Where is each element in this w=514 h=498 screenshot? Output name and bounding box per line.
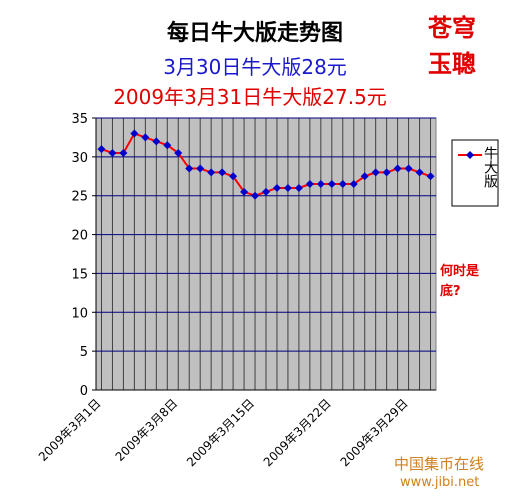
data-point bbox=[305, 180, 314, 189]
y-tick-label: 25 bbox=[71, 190, 88, 205]
chart-title: 每日牛大版走势图 bbox=[167, 20, 343, 46]
data-point bbox=[240, 187, 249, 196]
subtitle: 2009年3月31日牛大版27.5元 bbox=[113, 85, 387, 109]
data-point bbox=[207, 168, 216, 177]
data-point bbox=[141, 133, 150, 142]
y-tick-label: 5 bbox=[80, 345, 88, 360]
watermark: 中国集币在线 bbox=[394, 455, 484, 473]
data-point bbox=[185, 164, 194, 173]
y-tick-label: 20 bbox=[71, 229, 88, 244]
data-point bbox=[404, 164, 413, 173]
subtitle: 3月30日牛大版28元 bbox=[163, 55, 347, 79]
data-point bbox=[130, 129, 139, 138]
annotation: 底? bbox=[440, 283, 461, 299]
data-point bbox=[338, 180, 347, 189]
y-tick-label: 0 bbox=[80, 384, 88, 399]
y-tick-label: 35 bbox=[71, 112, 88, 127]
data-point bbox=[97, 145, 106, 154]
data-point bbox=[119, 148, 128, 157]
y-tick-label: 30 bbox=[71, 151, 88, 166]
data-point bbox=[371, 168, 380, 177]
data-point bbox=[218, 168, 227, 177]
y-tick-label: 15 bbox=[71, 267, 88, 282]
data-point bbox=[152, 137, 161, 146]
data-point bbox=[283, 183, 292, 192]
data-point bbox=[360, 172, 369, 181]
data-point bbox=[272, 183, 281, 192]
data-point bbox=[426, 172, 435, 181]
data-point bbox=[294, 183, 303, 192]
stamp: 玉聰 bbox=[428, 50, 476, 78]
data-point bbox=[393, 164, 402, 173]
data-point bbox=[196, 164, 205, 173]
x-tick-label: 2009年3月15日 bbox=[184, 396, 257, 469]
data-point bbox=[163, 141, 172, 150]
legend-marker bbox=[466, 151, 474, 159]
data-point bbox=[349, 180, 358, 189]
data-point bbox=[262, 187, 270, 196]
data-point bbox=[174, 148, 183, 157]
data-point bbox=[316, 180, 325, 189]
data-point bbox=[229, 172, 238, 181]
legend-box bbox=[451, 139, 499, 207]
stamp: 苍穹 bbox=[427, 14, 476, 42]
data-point bbox=[108, 148, 117, 157]
data-point bbox=[415, 168, 424, 177]
y-tick-label: 10 bbox=[71, 306, 88, 321]
legend-label: 牛大版 bbox=[482, 146, 498, 189]
x-tick-label: 2009年3月1日 bbox=[36, 396, 104, 464]
x-tick-label: 2009年3月8日 bbox=[113, 396, 181, 464]
x-tick-label: 2009年3月22日 bbox=[261, 396, 334, 469]
data-point bbox=[327, 180, 336, 189]
watermark: www.jibi.net bbox=[400, 475, 479, 490]
data-point bbox=[251, 191, 260, 200]
annotation: 何时是 bbox=[440, 263, 480, 279]
data-point bbox=[382, 168, 391, 177]
